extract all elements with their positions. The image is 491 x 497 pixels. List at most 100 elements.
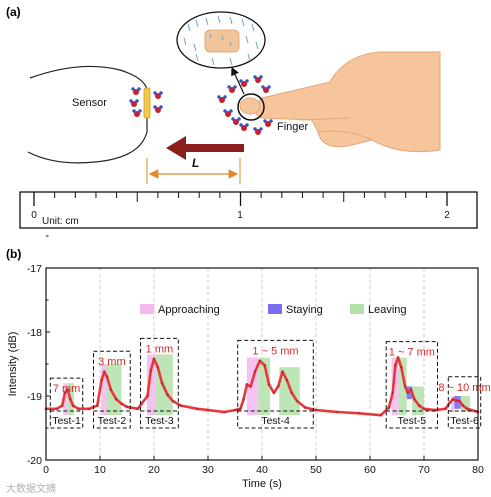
data-point: [336, 410, 339, 414]
data-point: [233, 408, 237, 412]
phase-band-staying: [454, 396, 461, 409]
data-point: [412, 397, 416, 401]
data-point: [87, 407, 91, 411]
y-tick-label: -18: [27, 327, 42, 339]
data-point: [387, 406, 391, 409]
data-point: [461, 404, 465, 407]
phase-band-approaching: [451, 396, 455, 412]
data-point: [406, 391, 410, 395]
phase-band-approaching: [246, 357, 259, 416]
data-point: [146, 394, 149, 398]
data-point: [258, 359, 262, 363]
legend-swatch: [140, 304, 154, 314]
x-tick-label: 70: [418, 464, 430, 476]
ruler-tick-label-2: 2: [444, 210, 450, 221]
hand-illustration: [239, 51, 441, 153]
data-point: [152, 357, 156, 361]
data-point: [465, 407, 469, 411]
data-point: [422, 407, 426, 411]
magnifier-ring: [237, 93, 265, 121]
distance-label: L: [192, 156, 199, 170]
ruler-tick-label-1: 1: [237, 210, 243, 221]
data-point: [379, 413, 383, 417]
panel-a-label: (a): [6, 5, 21, 19]
phase-band-leaving: [460, 396, 470, 412]
test-box: [237, 339, 314, 429]
data-point: [242, 397, 245, 401]
x-axis-title: Time (s): [242, 478, 282, 490]
test-name: Test-1: [52, 415, 81, 427]
data-point: [253, 370, 257, 373]
data-point: [391, 391, 394, 395]
data-point: [396, 356, 400, 359]
data-point: [136, 407, 140, 411]
x-tick-label: 80: [472, 464, 484, 476]
motion-arrow: [166, 136, 244, 160]
phase-band-leaving: [412, 386, 424, 416]
data-point: [171, 399, 175, 403]
x-tick-label: 40: [256, 464, 268, 476]
data-point: [55, 407, 59, 411]
data-point: [166, 393, 169, 397]
data-point: [63, 391, 67, 395]
data-point: [156, 365, 160, 369]
data-point: [249, 385, 252, 388]
data-point: [195, 407, 199, 411]
phase-band-approaching: [101, 364, 107, 416]
data-point: [149, 369, 153, 372]
test-box: [93, 350, 131, 429]
data-point: [409, 388, 413, 391]
test-range: 8 ~ 10 mm: [438, 382, 490, 394]
panel-b-label: (b): [6, 247, 21, 261]
test-name: Test-2: [98, 415, 127, 427]
legend-swatch: [350, 304, 364, 314]
y-tick-label: -19: [27, 391, 42, 403]
data-point: [400, 365, 403, 369]
data-point: [281, 370, 284, 373]
phase-band-approaching: [391, 357, 399, 416]
phase-band-approaching: [63, 383, 68, 416]
data-point: [276, 385, 280, 388]
data-point: [60, 404, 64, 407]
data-point: [417, 404, 421, 407]
ruler-tick-label-0: 0: [31, 210, 37, 221]
data-point: [71, 404, 75, 407]
data-point: [160, 381, 164, 385]
data-point: [222, 410, 226, 414]
data-point: [77, 407, 80, 411]
test-range: 3 mm: [98, 356, 126, 368]
legend-label: Approaching: [158, 304, 220, 316]
sensor-strip: [143, 87, 151, 119]
x-tick-label: 60: [364, 464, 376, 476]
data-point: [239, 407, 242, 411]
data-point: [267, 383, 271, 386]
legend-label: Staying: [286, 304, 323, 316]
data-point: [125, 405, 129, 409]
data-point: [179, 404, 183, 407]
test-name: Test-6: [450, 415, 479, 427]
data-point: [448, 401, 452, 404]
data-point: [103, 370, 106, 373]
watermark: 大数据文摘: [6, 482, 56, 495]
data-point: [455, 399, 458, 402]
data-point: [290, 391, 294, 395]
data-point: [105, 375, 109, 379]
ruler-unit-label: Unit: cm: [42, 216, 79, 227]
zoom-arrow: [231, 66, 245, 95]
test-range: 1 ~ 7 mm: [389, 347, 435, 359]
test-range: 1 mm: [146, 343, 174, 355]
data-point: [451, 397, 455, 401]
data-point: [263, 363, 267, 367]
phase-band-leaving: [106, 364, 122, 416]
data-point: [303, 406, 307, 409]
x-tick-label: 30: [202, 464, 214, 476]
finger-molecules: [217, 75, 273, 135]
phase-band-leaving: [279, 367, 300, 416]
finger-label: Finger: [277, 121, 309, 133]
data-point: [357, 411, 361, 415]
data-point: [245, 383, 249, 386]
data-point: [96, 404, 99, 407]
data-point: [109, 388, 113, 391]
test-box: [49, 377, 84, 429]
test-box: [447, 376, 482, 429]
